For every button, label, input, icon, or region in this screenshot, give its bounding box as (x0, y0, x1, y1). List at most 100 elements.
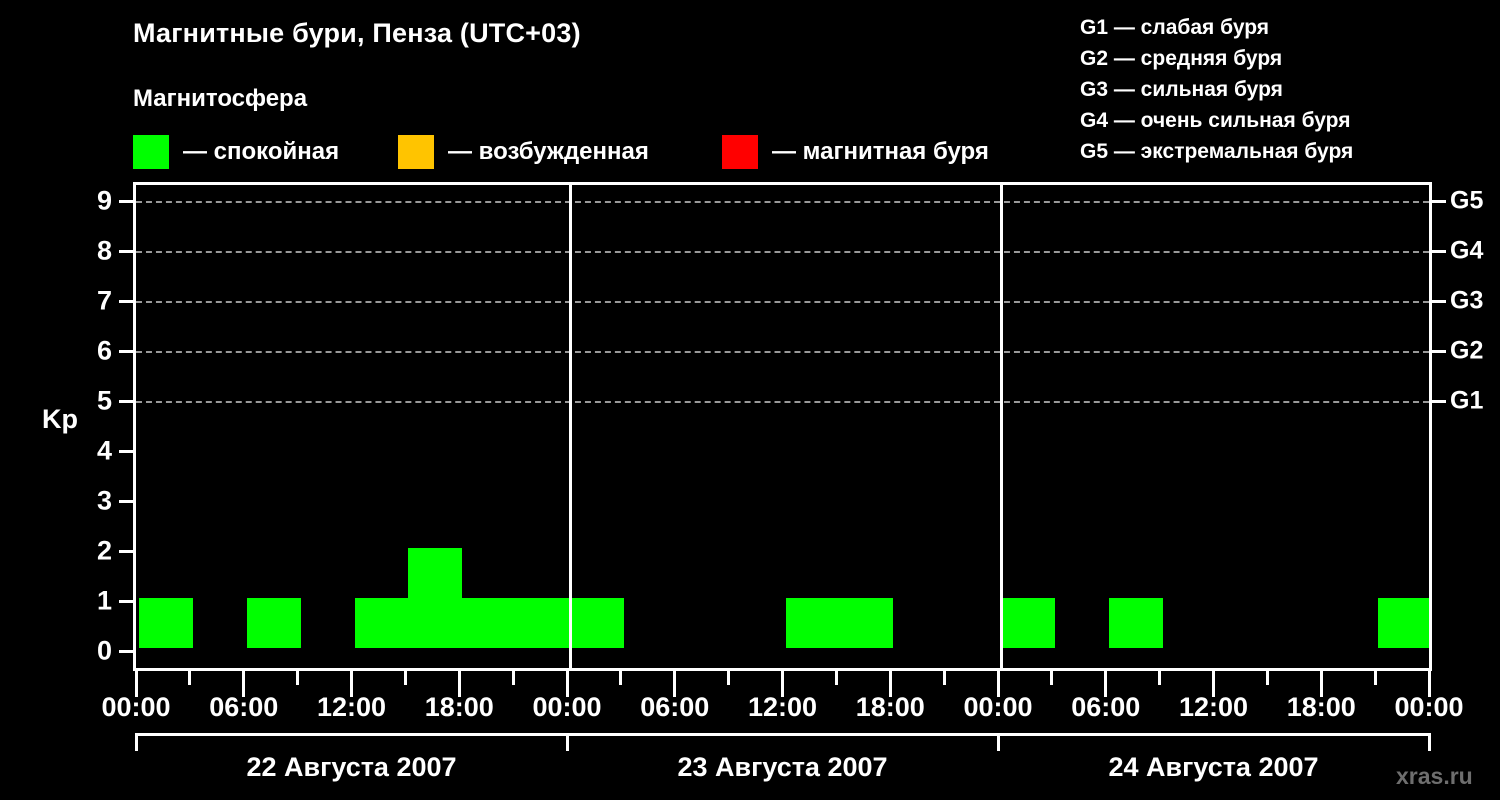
day-separator-2 (999, 185, 1003, 668)
bar-7 (516, 598, 571, 648)
chart-plot-area (133, 182, 1432, 671)
x-tick-minor-9 (619, 671, 623, 685)
y-tick-label-5: 5 (96, 385, 112, 416)
orange-square-swatch-icon (398, 135, 434, 169)
x-tick-label-10: 12:00 (1178, 692, 1249, 722)
right-tick-G3 (1432, 300, 1446, 303)
x-tick-label-6: 12:00 (747, 692, 818, 722)
red-square-swatch-icon (722, 135, 758, 169)
x-tick-label-11: 18:00 (1286, 692, 1356, 722)
g-scale-line-g2: G2 — средняя буря (1080, 47, 1283, 70)
chart-plot-inner (136, 185, 1429, 668)
right-tick-label-G4: G4 (1450, 236, 1484, 265)
x-tick-minor-3 (296, 671, 300, 685)
date-bracket-1 (565, 733, 1000, 751)
bar-23 (1378, 598, 1429, 648)
right-tick-label-G1: G1 (1450, 386, 1484, 415)
x-tick-major-6 (457, 671, 461, 697)
legend-label-storm: — магнитная буря (772, 138, 989, 165)
y-tick-5 (119, 400, 133, 403)
right-tick-G1 (1432, 400, 1446, 403)
bar-18 (1108, 598, 1163, 648)
legend-item-unsettled: — возбужденная (398, 134, 649, 170)
bar-13 (839, 598, 894, 648)
x-tick-major-4 (350, 671, 353, 697)
date-bracket-2 (996, 733, 1431, 751)
x-tick-label-4: 00:00 (532, 692, 602, 722)
right-tick-G4 (1432, 250, 1446, 253)
x-tick-label-0: 00:00 (101, 692, 171, 722)
x-tick-major-12 (781, 671, 784, 697)
g-scale-line-g1: G1 — слабая буря (1080, 16, 1270, 39)
y-tick-2 (119, 550, 133, 553)
magnetosphere-heading: Магнитосфера (133, 85, 308, 112)
y-tick-3 (119, 500, 133, 503)
gridline-kp-5 (136, 401, 1429, 403)
x-tick-label-1: 06:00 (209, 692, 279, 722)
right-tick-G2 (1432, 350, 1446, 353)
y-tick-label-0: 0 (96, 635, 112, 666)
y-tick-label-7: 7 (96, 285, 112, 316)
y-tick-1 (119, 600, 133, 603)
legend-item-storm: — магнитная буря (722, 134, 989, 170)
bar-4 (354, 598, 409, 648)
x-tick-label-2: 12:00 (316, 692, 387, 722)
y-tick-label-1: 1 (96, 585, 112, 616)
right-tick-label-G5: G5 (1450, 186, 1484, 215)
date-bracket-0 (134, 733, 569, 751)
x-tick-label-5: 06:00 (640, 692, 710, 722)
g-scale-line-g3: G3 — сильная буря (1080, 78, 1283, 101)
date-label-0: 22 Августа 2007 (246, 752, 457, 782)
bar-5 (408, 548, 463, 648)
x-tick-major-20 (1212, 671, 1215, 697)
bar-12 (785, 598, 840, 648)
bar-0 (139, 598, 193, 648)
gridline-kp-8 (136, 251, 1429, 253)
x-tick-minor-5 (403, 671, 407, 685)
date-label-2: 24 Августа 2007 (1108, 752, 1319, 782)
x-tick-minor-23 (1373, 671, 1377, 685)
x-tick-minor-19 (1158, 671, 1162, 685)
x-tick-major-14 (888, 671, 892, 697)
x-tick-label-9: 06:00 (1071, 692, 1141, 722)
date-label-1: 23 Августа 2007 (677, 752, 888, 782)
y-axis-title: Kp (42, 404, 78, 434)
g-scale-line-g5: G5 — экстремальная буря (1080, 140, 1354, 163)
x-tick-minor-15 (942, 671, 946, 685)
bar-8 (570, 598, 624, 648)
watermark: xras.ru (1396, 763, 1473, 789)
x-tick-minor-17 (1050, 671, 1054, 685)
bar-2 (246, 598, 301, 648)
x-tick-minor-11 (727, 671, 731, 685)
y-tick-7 (119, 300, 133, 303)
page-title: Магнитные бури, Пенза (UTC+03) (133, 18, 581, 48)
legend-label-calm: — спокойная (183, 138, 340, 165)
x-tick-major-18 (1104, 671, 1108, 697)
x-tick-major-22 (1319, 671, 1323, 697)
legend-item-calm: — спокойная (133, 134, 339, 170)
legend-label-unsettled: — возбужденная (448, 138, 649, 165)
y-tick-4 (119, 450, 133, 453)
x-tick-major-8 (565, 671, 569, 697)
y-tick-8 (119, 250, 133, 253)
bar-6 (462, 598, 517, 648)
gridline-kp-9 (136, 201, 1429, 203)
x-tick-minor-21 (1265, 671, 1269, 685)
y-tick-label-8: 8 (96, 235, 112, 266)
x-tick-minor-1 (188, 671, 192, 685)
day-separator-1 (568, 185, 572, 668)
x-tick-major-16 (996, 671, 1000, 697)
y-tick-label-2: 2 (96, 535, 112, 566)
x-tick-label-3: 18:00 (424, 692, 494, 722)
y-tick-label-4: 4 (96, 435, 112, 466)
x-tick-major-0 (134, 671, 138, 697)
y-tick-9 (119, 200, 133, 203)
x-tick-label-7: 18:00 (855, 692, 925, 722)
right-tick-label-G3: G3 (1450, 286, 1484, 315)
x-tick-label-12: 00:00 (1394, 692, 1464, 722)
right-tick-label-G2: G2 (1450, 336, 1484, 365)
y-tick-6 (119, 350, 133, 353)
y-tick-label-6: 6 (96, 335, 112, 366)
x-tick-major-24 (1427, 671, 1431, 697)
y-tick-label-9: 9 (96, 185, 112, 216)
